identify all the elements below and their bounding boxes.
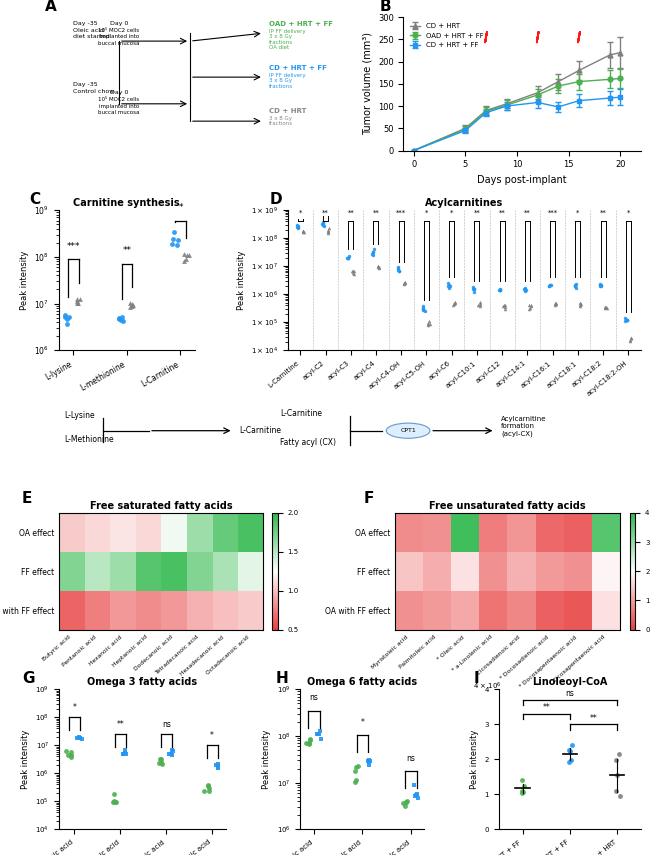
Text: ns: ns bbox=[566, 689, 574, 698]
Y-axis label: Peak intensity: Peak intensity bbox=[237, 251, 245, 310]
Text: **: ** bbox=[473, 209, 480, 215]
Text: **: ** bbox=[499, 209, 506, 215]
Text: 10⁵ MOC2 cells: 10⁵ MOC2 cells bbox=[98, 97, 139, 102]
Text: L-Carnitine: L-Carnitine bbox=[280, 410, 322, 418]
Text: H: H bbox=[276, 671, 288, 687]
Text: IP FF delivery: IP FF delivery bbox=[269, 29, 306, 34]
Text: I: I bbox=[473, 671, 479, 687]
Text: *: * bbox=[360, 717, 364, 727]
Text: Control chow: Control chow bbox=[73, 89, 114, 94]
Text: *: * bbox=[299, 209, 302, 215]
Text: ns: ns bbox=[406, 754, 415, 764]
Text: implanted into: implanted into bbox=[99, 103, 139, 109]
Text: ns: ns bbox=[310, 693, 318, 702]
Text: fractions: fractions bbox=[269, 40, 293, 44]
Text: 3 x 8 Gy: 3 x 8 Gy bbox=[269, 115, 292, 121]
Legend: CD + HRT, OAD + HRT + FF, CD + HRT + FF: CD + HRT, OAD + HRT + FF, CD + HRT + FF bbox=[407, 21, 486, 51]
Text: CD + HRT: CD + HRT bbox=[269, 108, 307, 115]
Text: *: * bbox=[424, 209, 428, 215]
Text: 3 x 8 Gy: 3 x 8 Gy bbox=[269, 34, 292, 39]
Title: Free unsaturated fatty acids: Free unsaturated fatty acids bbox=[429, 501, 586, 510]
Title: Carnitine synthesis: Carnitine synthesis bbox=[73, 198, 180, 208]
Title: Omega 6 fatty acids: Omega 6 fatty acids bbox=[307, 677, 417, 687]
Text: *: * bbox=[576, 209, 579, 215]
Title: Omega 3 fatty acids: Omega 3 fatty acids bbox=[87, 677, 198, 687]
Text: Day 0: Day 0 bbox=[110, 91, 128, 96]
Text: D: D bbox=[270, 192, 283, 208]
Text: fractions: fractions bbox=[269, 84, 293, 89]
Text: **: ** bbox=[347, 209, 354, 215]
X-axis label: Days post-implant: Days post-implant bbox=[477, 174, 567, 185]
Y-axis label: Peak intensity: Peak intensity bbox=[20, 251, 29, 310]
Text: buccal mucosa: buccal mucosa bbox=[98, 110, 140, 115]
Y-axis label: Peak intensity: Peak intensity bbox=[470, 729, 479, 789]
Y-axis label: Peak intensity: Peak intensity bbox=[21, 729, 30, 789]
Text: F: F bbox=[364, 491, 374, 506]
Text: E: E bbox=[22, 491, 33, 506]
Text: G: G bbox=[22, 671, 35, 687]
Text: **: ** bbox=[542, 703, 550, 712]
Text: **: ** bbox=[122, 246, 131, 256]
Text: L-Lysine: L-Lysine bbox=[65, 410, 95, 420]
Text: implanted into: implanted into bbox=[99, 34, 139, 39]
Title: Acylcarnitines: Acylcarnitines bbox=[425, 198, 504, 208]
Text: *: * bbox=[73, 704, 77, 712]
Text: *: * bbox=[179, 203, 182, 212]
Text: **: ** bbox=[373, 209, 379, 215]
Y-axis label: Tumor volume (mm³): Tumor volume (mm³) bbox=[362, 32, 372, 135]
Text: CPT1: CPT1 bbox=[400, 428, 416, 433]
Title: Free saturated fatty acids: Free saturated fatty acids bbox=[90, 501, 232, 510]
Text: C: C bbox=[29, 192, 40, 208]
Text: diet started: diet started bbox=[73, 34, 109, 39]
Text: 10⁵ MOC2 cells: 10⁵ MOC2 cells bbox=[98, 27, 139, 32]
Text: **: ** bbox=[116, 720, 124, 729]
Text: OA diet: OA diet bbox=[269, 45, 289, 50]
Text: IP FF delivery: IP FF delivery bbox=[269, 74, 306, 78]
Ellipse shape bbox=[387, 423, 430, 439]
Text: L-Methionine: L-Methionine bbox=[65, 435, 114, 445]
Text: Day 0: Day 0 bbox=[110, 21, 128, 27]
Text: fractions: fractions bbox=[269, 121, 293, 127]
Text: ns: ns bbox=[162, 720, 171, 729]
Y-axis label: Peak intensity: Peak intensity bbox=[262, 729, 271, 789]
Text: 4 $\times$ 10$^6$: 4 $\times$ 10$^6$ bbox=[473, 681, 502, 692]
Title: Linoleoyl-CoA: Linoleoyl-CoA bbox=[532, 677, 608, 687]
Text: 3 x 8 Gy: 3 x 8 Gy bbox=[269, 79, 292, 84]
Text: **: ** bbox=[524, 209, 531, 215]
Text: *: * bbox=[627, 209, 630, 215]
Text: buccal mucosa: buccal mucosa bbox=[98, 41, 140, 46]
Text: OAD + HRT + FF: OAD + HRT + FF bbox=[269, 21, 333, 27]
Text: *: * bbox=[450, 209, 453, 215]
Text: CD + HRT + FF: CD + HRT + FF bbox=[269, 66, 327, 72]
Text: Day -35: Day -35 bbox=[73, 21, 97, 27]
Text: ***: *** bbox=[67, 242, 80, 251]
Text: **: ** bbox=[600, 209, 606, 215]
Text: B: B bbox=[380, 0, 391, 15]
Text: ***: *** bbox=[396, 209, 406, 215]
Text: *: * bbox=[210, 731, 214, 740]
Text: L-Carnitine: L-Carnitine bbox=[239, 426, 281, 435]
Text: A: A bbox=[45, 0, 57, 15]
Text: **: ** bbox=[590, 714, 598, 722]
Text: Day -35: Day -35 bbox=[73, 82, 97, 87]
Text: **: ** bbox=[322, 209, 329, 215]
Text: Acylcarnitine
formation
(acyl-CX): Acylcarnitine formation (acyl-CX) bbox=[501, 416, 547, 437]
Text: ***: *** bbox=[547, 209, 558, 215]
Text: Oleic acid: Oleic acid bbox=[73, 27, 103, 32]
Text: Fatty acyl (CX): Fatty acyl (CX) bbox=[280, 438, 336, 446]
